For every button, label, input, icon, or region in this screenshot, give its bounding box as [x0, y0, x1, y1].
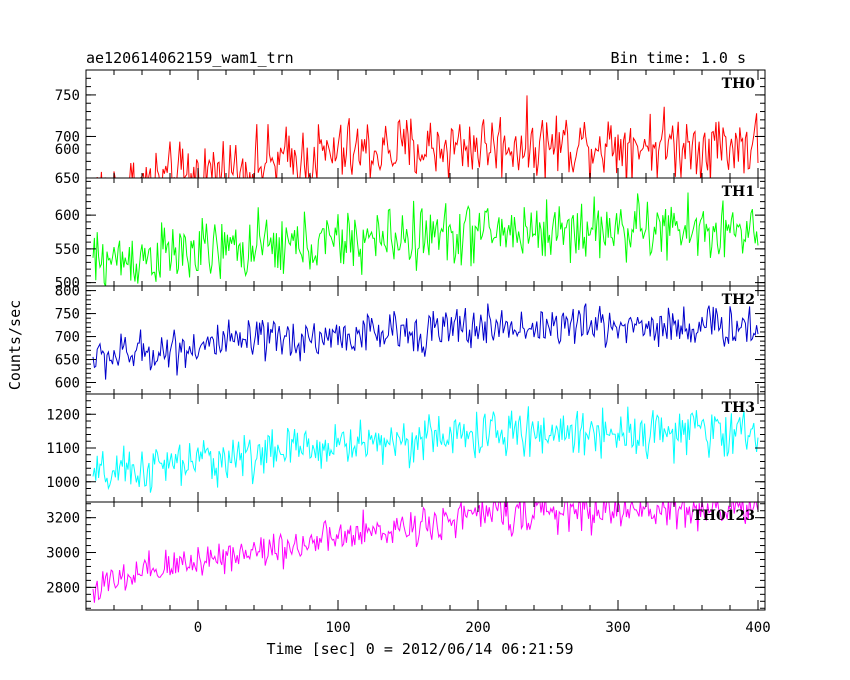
y-tick-label: 1100 [46, 441, 80, 457]
panel-th0: 650 700 750 600 TH0 [55, 69, 766, 187]
panel-frame [85, 501, 766, 611]
series-line-th3 [92, 406, 759, 493]
panels: 650 700 750 600 TH0 500 550 600 TH1 600 650 700 750 8… [46, 69, 771, 636]
y-tick-label: 600 [55, 208, 80, 224]
y-tick-label: 650 [55, 353, 80, 369]
y-tick-label: 1000 [46, 475, 80, 491]
x-tick-label: 0 [194, 620, 202, 636]
panel-th1: 500 550 600 TH1 [55, 177, 766, 292]
panel-th0123: 2800 3000 3200 TH0123 [46, 501, 766, 611]
y-tick-label: 1200 [46, 407, 80, 423]
panel-frame [85, 393, 766, 503]
series-line-th1 [92, 192, 759, 286]
y-tick-label: 750 [55, 307, 80, 323]
panel-label: TH0123 [692, 508, 755, 524]
chart-title: ae120614062159_wam1_trn [86, 49, 294, 67]
y-tick-label: 3000 [46, 546, 80, 562]
panel-label: TH3 [722, 400, 755, 416]
y-tick-label: 2800 [46, 580, 80, 596]
x-tick-label: 400 [745, 620, 770, 636]
y-tick-label: 500 [55, 276, 80, 292]
panel-th2: 600 650 700 750 800 TH2 [55, 284, 766, 395]
panel-label: TH0 [722, 76, 756, 92]
y-tick-label: 550 [55, 242, 80, 258]
y-tick-label: 650 [55, 171, 80, 187]
series-line-th2 [92, 303, 759, 380]
y-tick-label: 800 [55, 284, 80, 300]
x-axis-label: Time [sec] 0 = 2012/06/14 06:21:59 [266, 640, 573, 658]
x-tick-label: 200 [465, 620, 490, 636]
y-axis-label: Counts/sec [6, 300, 24, 390]
y-tick-label: 3200 [46, 511, 80, 527]
x-tick-label: 300 [605, 620, 630, 636]
panel-label: TH1 [722, 184, 755, 200]
panel-label: TH2 [722, 292, 755, 308]
panel-th3: 1000 1100 1200 TH3 [46, 393, 766, 503]
y-tick-label: 700 [55, 330, 80, 346]
series-line-th0123 [92, 502, 759, 603]
y-tick-label: 700 [55, 129, 80, 145]
panel-frame [85, 285, 766, 395]
y-tick-label: 750 [55, 88, 80, 104]
series-line-th0 [96, 95, 759, 178]
x-tick-label: 100 [325, 620, 350, 636]
y-tick-label: 600 [55, 376, 80, 392]
bin-time-label: Bin time: 1.0 s [611, 49, 746, 67]
y-tick-label: 600 [55, 142, 80, 158]
